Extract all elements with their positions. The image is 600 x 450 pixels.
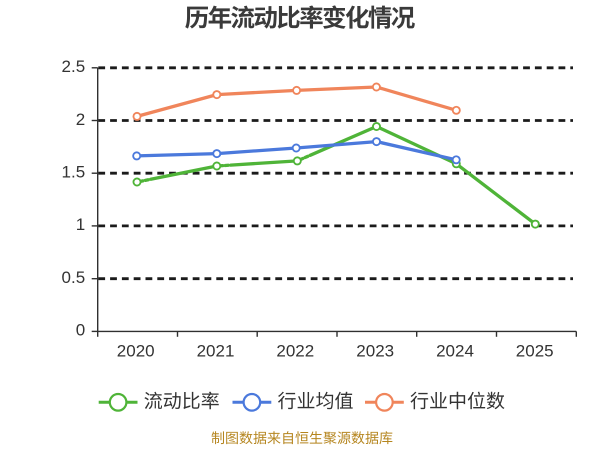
- svg-text:0.5: 0.5: [62, 268, 86, 287]
- svg-text:2021: 2021: [197, 342, 235, 361]
- svg-text:1: 1: [76, 215, 85, 234]
- svg-text:2025: 2025: [516, 342, 554, 361]
- svg-text:1.5: 1.5: [62, 163, 86, 182]
- svg-text:2024: 2024: [436, 342, 474, 361]
- svg-text:2020: 2020: [117, 342, 155, 361]
- svg-text:2: 2: [76, 110, 85, 129]
- svg-text:0: 0: [76, 321, 85, 340]
- svg-text:2.5: 2.5: [62, 57, 86, 76]
- svg-text:2023: 2023: [356, 342, 394, 361]
- svg-text:2022: 2022: [276, 342, 314, 361]
